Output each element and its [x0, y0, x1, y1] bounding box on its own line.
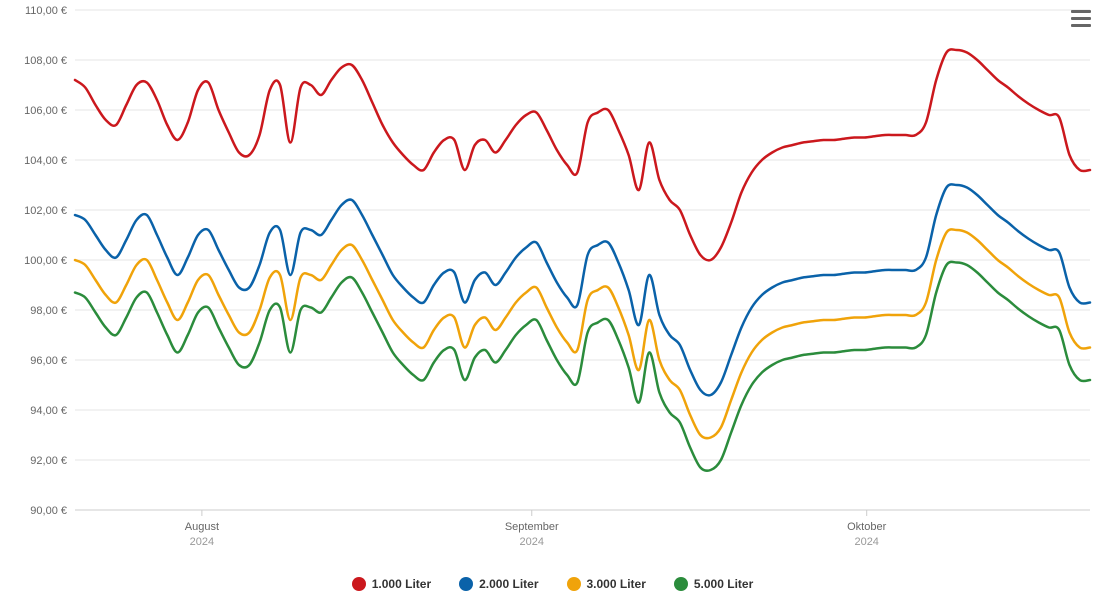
legend-label: 5.000 Liter	[694, 577, 753, 591]
legend-label: 2.000 Liter	[479, 577, 538, 591]
y-tick-label: 92,00 €	[30, 455, 67, 467]
legend-item[interactable]: 5.000 Liter	[674, 577, 753, 591]
y-tick-label: 106,00 €	[24, 105, 67, 117]
legend-swatch	[567, 577, 581, 591]
legend-item[interactable]: 3.000 Liter	[567, 577, 646, 591]
y-tick-label: 102,00 €	[24, 205, 67, 217]
chart-legend: 1.000 Liter 2.000 Liter 3.000 Liter 5.000 L…	[0, 577, 1105, 594]
legend-swatch	[674, 577, 688, 591]
x-tick-month: Oktober	[847, 521, 886, 533]
series-line	[75, 262, 1090, 471]
x-tick-month: September	[505, 521, 559, 533]
legend-label: 3.000 Liter	[587, 577, 646, 591]
y-tick-label: 104,00 €	[24, 155, 67, 167]
legend-label: 1.000 Liter	[372, 577, 431, 591]
legend-item[interactable]: 1.000 Liter	[352, 577, 431, 591]
legend-swatch	[459, 577, 473, 591]
series-line	[75, 49, 1090, 260]
chart-plot-area: 90,00 € 92,00 € 94,00 € 96,00 € 98,00 € 100,0…	[0, 0, 1105, 602]
x-tick-year: 2024	[520, 536, 544, 548]
y-tick-label: 110,00 €	[25, 5, 67, 17]
y-tick-label: 108,00 €	[24, 55, 67, 67]
price-chart: 90,00 € 92,00 € 94,00 € 96,00 € 98,00 € 100,0…	[0, 0, 1105, 602]
x-tick-year: 2024	[190, 536, 214, 548]
y-tick-label: 96,00 €	[30, 355, 67, 367]
y-tick-label: 94,00 €	[30, 405, 67, 417]
x-tick-year: 2024	[854, 536, 878, 548]
y-tick-label: 100,00 €	[24, 255, 67, 267]
x-tick-month: August	[185, 521, 219, 533]
legend-swatch	[352, 577, 366, 591]
series-line	[75, 229, 1090, 438]
chart-menu-button[interactable]	[1069, 6, 1093, 30]
y-tick-label: 98,00 €	[30, 305, 67, 317]
y-tick-label: 90,00 €	[30, 505, 67, 517]
legend-item[interactable]: 2.000 Liter	[459, 577, 538, 591]
